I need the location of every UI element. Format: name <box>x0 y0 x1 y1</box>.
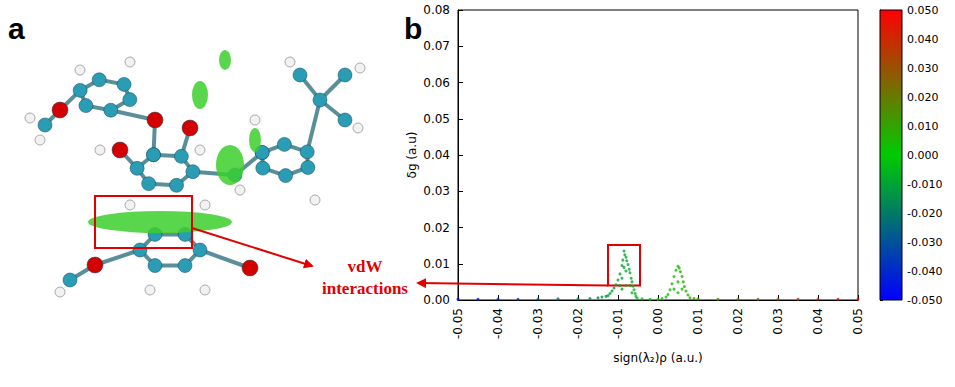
html-text:vdW interactions: vdW interactions <box>322 257 408 298</box>
svg-text:0.08: 0.08 <box>423 3 450 17</box>
svg-text:0.010: 0.010 <box>907 120 939 133</box>
svg-text:0.02: 0.02 <box>423 221 450 235</box>
svg-text:0.01: 0.01 <box>691 308 705 335</box>
svg-text:0.03: 0.03 <box>423 184 450 198</box>
svg-text:0.050: 0.050 <box>907 4 939 17</box>
svg-text:-0.050: -0.050 <box>907 294 942 307</box>
svg-text:0.04: 0.04 <box>423 148 450 162</box>
svg-text:-0.01: -0.01 <box>611 308 625 339</box>
svg-text:0.04: 0.04 <box>811 308 825 335</box>
svg-text:-0.04: -0.04 <box>491 308 505 339</box>
svg-text:0.03: 0.03 <box>771 308 785 335</box>
svg-text:0.05: 0.05 <box>851 308 865 335</box>
svg-text:-0.05: -0.05 <box>451 308 465 339</box>
svg-text:-0.03: -0.03 <box>531 308 545 339</box>
svg-text:0.06: 0.06 <box>423 76 450 90</box>
html-text:a: a <box>8 12 25 45</box>
svg-text:-0.020: -0.020 <box>907 207 942 220</box>
svg-text:0.00: 0.00 <box>423 293 450 307</box>
svg-text:sign(λ₂)ρ (a.u.): sign(λ₂)ρ (a.u.) <box>613 351 702 365</box>
svg-text:-0.040: -0.040 <box>907 265 942 278</box>
svg-text:0.05: 0.05 <box>423 112 450 126</box>
svg-text:0.01: 0.01 <box>423 257 450 271</box>
svg-text:δg (a.u): δg (a.u) <box>405 132 419 179</box>
svg-text:-0.030: -0.030 <box>907 236 942 249</box>
html-text:b: b <box>404 12 423 45</box>
svg-text:0.02: 0.02 <box>731 308 745 335</box>
svg-text:0.000: 0.000 <box>907 149 939 162</box>
svg-text:0.030: 0.030 <box>907 62 939 75</box>
svg-text:0.020: 0.020 <box>907 91 939 104</box>
svg-text:-0.010: -0.010 <box>907 178 942 191</box>
svg-text:0.040: 0.040 <box>907 33 939 46</box>
svg-text:-0.02: -0.02 <box>571 308 585 339</box>
svg-text:0.00: 0.00 <box>651 308 665 335</box>
svg-text:0.07: 0.07 <box>423 39 450 53</box>
